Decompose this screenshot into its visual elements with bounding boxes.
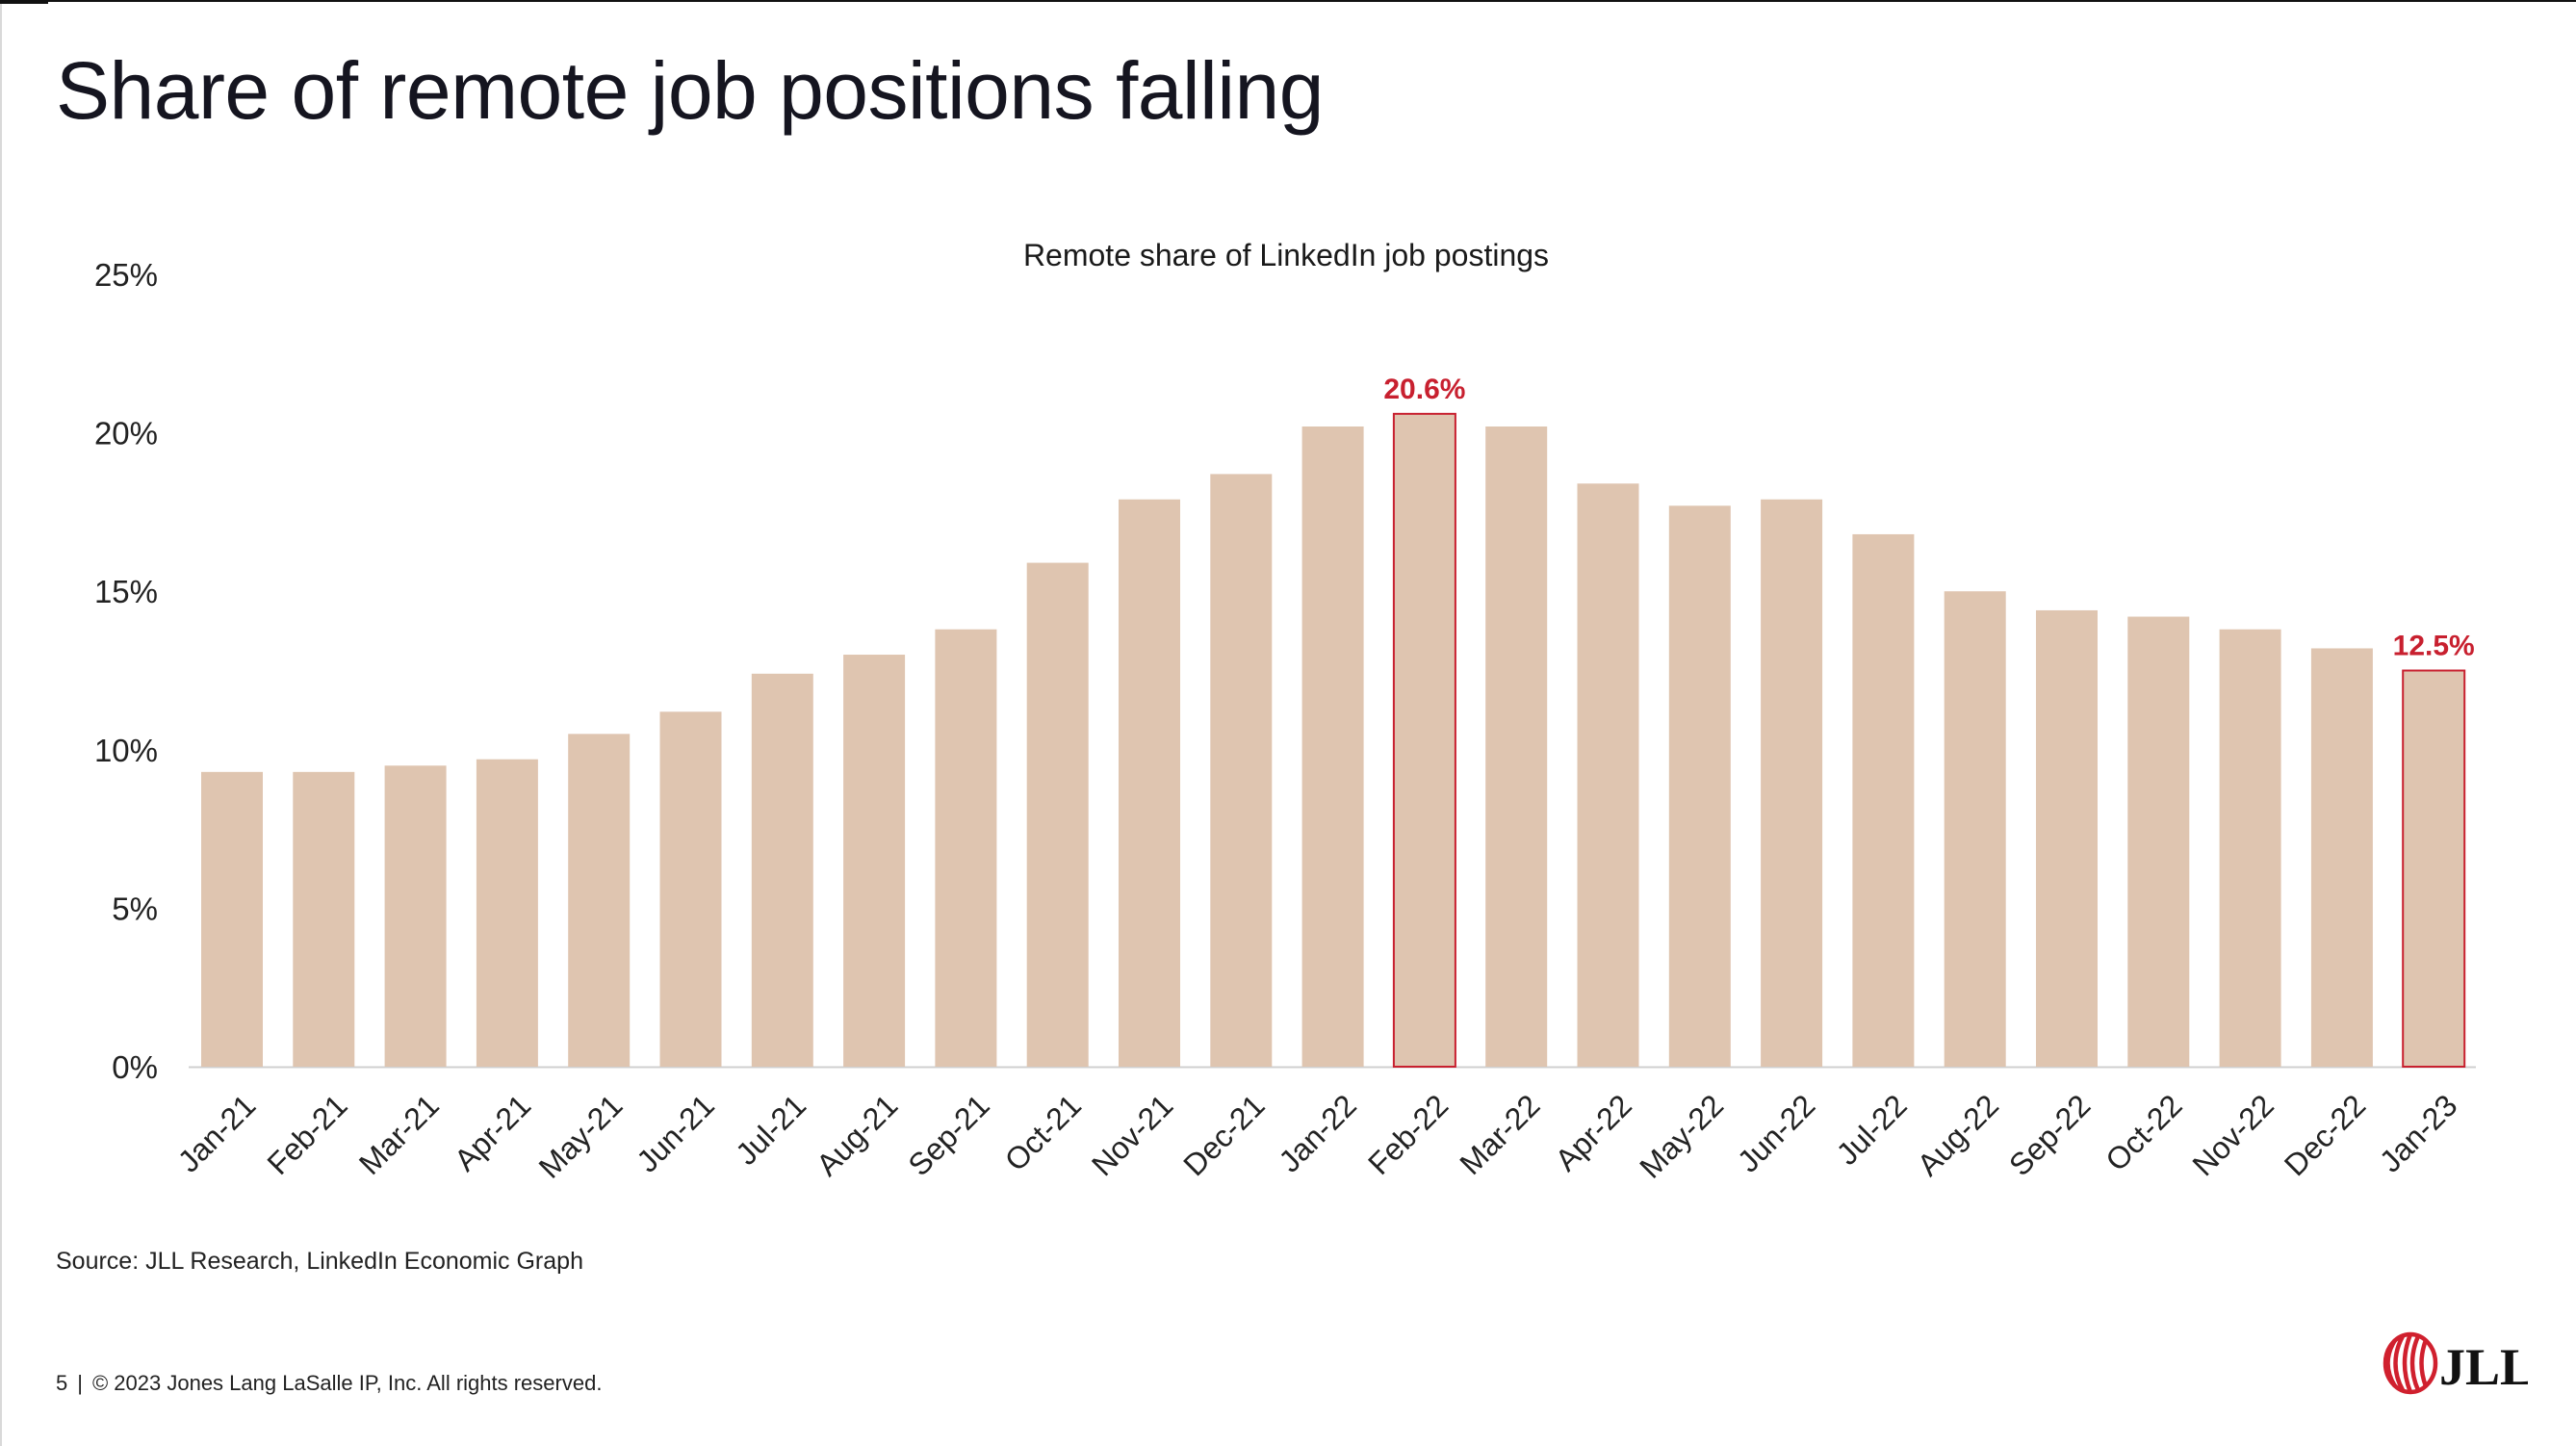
bar-nov-21 [1119,499,1180,1067]
x-tick-label: Mar-21 [352,1088,446,1181]
y-tick-label: 20% [94,416,158,452]
bar-jan-23 [2402,669,2466,1068]
x-tick-label: May-21 [532,1088,630,1185]
bar-jul-22 [1852,533,1915,1067]
bar-may-22 [1668,505,1731,1067]
bar-jun-22 [1761,499,1823,1067]
bar-mar-22 [1485,426,1548,1067]
bar-aug-22 [1944,591,2006,1067]
y-tick-label: 5% [112,891,158,926]
corner-mark [0,0,48,4]
x-tick-label: Jun-21 [630,1088,721,1179]
x-tick-label: Dec-21 [1176,1088,1271,1182]
page-number: 5 [56,1371,68,1395]
bar-mar-21 [384,765,447,1067]
footer: 5 | © 2023 Jones Lang LaSalle IP, Inc. All… [56,1371,602,1396]
x-tick-label: Sep-22 [2002,1088,2097,1182]
x-tick-label: Jul-21 [729,1088,812,1172]
x-tick-label: Oct-22 [2099,1088,2188,1177]
bar-dec-21 [1210,474,1273,1067]
x-tick-label: May-22 [1633,1088,1730,1185]
copyright-text: © 2023 Jones Lang LaSalle IP, Inc. All r… [91,1371,603,1395]
bar-jan-21 [201,771,263,1067]
x-tick-label: Aug-22 [1911,1088,2005,1182]
bar-sep-22 [2036,609,2098,1067]
y-tick-label: 15% [94,574,158,609]
x-tick-label: Apr-21 [448,1088,537,1177]
x-tick-label: Jun-22 [1731,1088,1822,1179]
x-tick-label: Feb-22 [1361,1088,1455,1181]
y-tick-label: 10% [94,733,158,768]
bar-feb-22 [1392,412,1456,1068]
footer-separator: | [77,1371,83,1395]
bar-jun-21 [659,711,722,1067]
x-tick-label: Nov-21 [1085,1088,1179,1182]
jll-logo: JLL [2382,1330,2535,1396]
x-tick-label: Oct-21 [998,1088,1088,1177]
source-note: Source: JLL Research, LinkedIn Economic … [56,1248,583,1275]
chart-title: Remote share of LinkedIn job postings [1023,238,1549,272]
x-tick-label: Nov-22 [2186,1088,2280,1182]
bar-jul-21 [751,673,813,1067]
bar-oct-22 [2127,616,2190,1067]
bar-dec-22 [2310,648,2373,1067]
data-label: 20.6% [1383,374,1465,405]
x-tick-label: Jan-23 [2373,1088,2464,1179]
bar-chart: Remote share of LinkedIn job postings 0% 5… [94,238,2476,1185]
x-tick-label: Feb-21 [261,1088,354,1181]
slide-left-border [0,0,2,1446]
y-tick-label: 0% [112,1049,158,1085]
bar-sep-21 [935,629,997,1067]
data-label: 12.5% [2393,631,2475,662]
logo-text: JLL [2439,1338,2528,1396]
y-tick-label: 25% [94,257,158,293]
bar-feb-21 [293,771,355,1067]
jll-stripes-icon: JLL [2383,1331,2535,1396]
bar-may-21 [568,734,631,1067]
x-tick-label: Aug-21 [810,1088,904,1182]
x-tick-label: Sep-21 [901,1088,995,1182]
x-tick-label: Apr-22 [1548,1088,1637,1177]
bar-jan-22 [1301,426,1364,1067]
x-tick-label: Dec-22 [2278,1088,2372,1182]
x-tick-label: Jan-22 [1272,1088,1363,1179]
bar-aug-21 [843,655,906,1067]
x-tick-label: Jul-22 [1830,1088,1914,1172]
x-tick-label: Jan-21 [171,1088,263,1179]
bar-nov-22 [2219,629,2281,1067]
bar-oct-21 [1026,562,1089,1067]
bar-apr-21 [476,759,538,1067]
slide-top-border [0,0,2576,2]
bar-apr-22 [1577,483,1639,1068]
slide-title: Share of remote job positions falling [56,45,1324,136]
x-tick-label: Mar-22 [1453,1088,1546,1181]
